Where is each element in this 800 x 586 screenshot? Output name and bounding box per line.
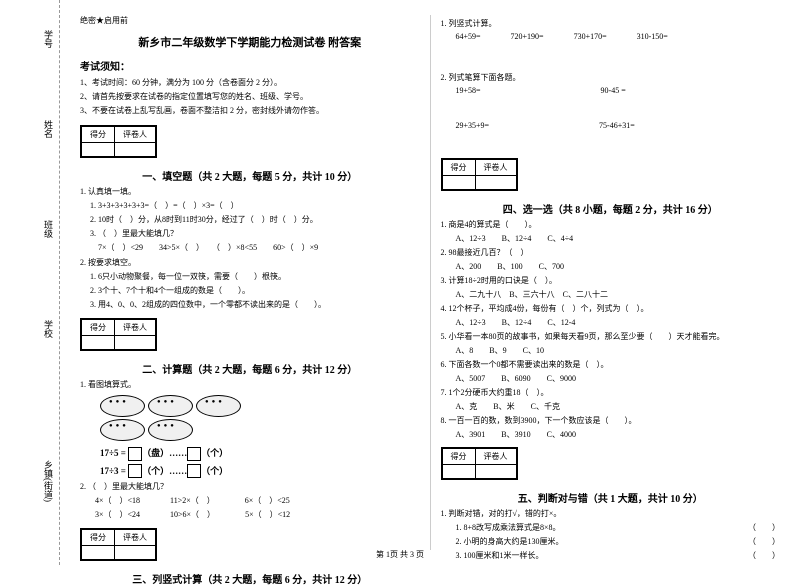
question: 7. 1个2分硬币大约重18（ ）。	[441, 387, 781, 398]
notice-heading: 考试须知：	[80, 58, 420, 73]
section-title: 三、列竖式计算（共 2 大题，每题 6 分，共计 12 分）	[80, 571, 420, 586]
notice-item: 1、考试时间：60 分钟，满分为 100 分（含卷面分 2 分）。	[80, 77, 420, 88]
section-title: 二、计算题（共 2 大题，每题 6 分，共计 12 分）	[80, 361, 420, 376]
options: A、3901 B、3910 C、4000	[456, 429, 781, 440]
score-box: 得分 评卷人	[441, 447, 518, 480]
binding-margin: 学号 姓名 班级 学校 乡镇(街道)	[0, 0, 60, 565]
question: 2. 列式笔算下面各题。	[441, 72, 781, 83]
notice-item: 2、请首先按要求在试卷的指定位置填写您的姓名、班级、学号。	[80, 91, 420, 102]
question-item: 2. 3个十、7个十和4个一组成的数是（ ）。	[90, 285, 420, 297]
secret-marker: 绝密★启用前	[80, 15, 420, 26]
question: 1. 列竖式计算。	[441, 18, 781, 29]
equation: 17÷5 = （盘）……（个）	[100, 446, 420, 461]
question: 1. 判断对错，对的打√，错的打×。	[441, 508, 781, 519]
question: 4. 12个杯子，平均成4份，每份有（ ）个，列式为（ ）。	[441, 303, 781, 314]
options: A、5007 B、6090 C、9000	[456, 373, 781, 384]
options: A、12÷3 B、12÷4 C、12-4	[456, 317, 781, 328]
notice-item: 3、不要在试卷上乱写乱画，卷面不整洁扣 2 分，密封线外请勿作答。	[80, 105, 420, 116]
main-content: 绝密★启用前 新乡市二年级数学下学期能力检测试卷 附答案 考试须知： 1、考试时…	[60, 0, 800, 565]
question-item: 7×（ ）<29 34>5×（ ） （ ）×8<55 60>（ ）×9	[90, 242, 420, 254]
plate-diagram	[100, 395, 420, 441]
options: A、200 B、100 C、700	[456, 261, 781, 272]
grader-label: 评卷人	[115, 530, 156, 546]
options: A、12÷3 B、12÷4 C、4÷4	[456, 233, 781, 244]
options: A、二九十八 B、三六十八 C、二八十二	[456, 289, 781, 300]
question: 3. 计算18÷2时用的口诀是（ ）。	[441, 275, 781, 286]
score-box: 得分 评卷人	[441, 158, 518, 191]
section-title: 四、选一选（共 8 小题，每题 2 分，共计 16 分）	[441, 201, 781, 216]
question: 1. 认真填一填。	[80, 186, 420, 197]
section-title: 一、填空题（共 2 大题，每题 5 分，共计 10 分）	[80, 168, 420, 183]
calc-row: 3×（ ）<24 10>6×（ ） 5×（ ）<12	[95, 509, 420, 520]
margin-label: 学校	[42, 320, 55, 338]
margin-label: 乡镇(街道)	[42, 460, 55, 502]
question: 1. 看图填算式。	[80, 379, 420, 390]
score-label: 得分	[442, 160, 475, 176]
judge-item: 1. 8+8改写成乘法算式是8×8。（ ）	[456, 522, 781, 533]
question-item: 3. （ ）里最大能填几？	[90, 228, 420, 240]
calc-row: 19+58= 90-45 =	[456, 86, 781, 95]
question: 2. （ ）里最大能填几？	[80, 481, 420, 492]
score-box: 得分 评卷人	[80, 318, 157, 351]
calc-row: 64+59= 720+190= 730+170= 310-150=	[456, 32, 781, 41]
question-item: 3. 用4、0、0、2组成的四位数中，一个零都不读出来的是（ ）。	[90, 299, 420, 311]
score-label: 得分	[82, 530, 115, 546]
grader-label: 评卷人	[475, 449, 516, 465]
score-label: 得分	[82, 126, 115, 142]
question: 8. 一百一百的数，数到3900，下一个数应该是（ ）。	[441, 415, 781, 426]
options: A、8 B、9 C、10	[456, 345, 781, 356]
margin-label: 学号	[42, 30, 55, 48]
question: 1. 商是4的算式是（ ）。	[441, 219, 781, 230]
grader-label: 评卷人	[115, 126, 156, 142]
question: 2. 按要求填空。	[80, 257, 420, 268]
calc-row: 29+35+9= 75-46+31=	[456, 121, 781, 130]
judge-item: 2. 小明的身高大约是130厘米。（ ）	[456, 536, 781, 547]
question-item: 2. 10时（ ）分，从8时到11时30分，经过了（ ）时（ ）分。	[90, 214, 420, 226]
right-column: 1. 列竖式计算。 64+59= 720+190= 730+170= 310-1…	[431, 15, 791, 550]
equation: 17÷3 = （个）……（个）	[100, 464, 420, 479]
question: 2. 98最接近几百？（ ）	[441, 247, 781, 258]
calc-row: 4×（ ）<18 11>2×（ ） 6×（ ）<25	[95, 495, 420, 506]
grader-label: 评卷人	[115, 319, 156, 335]
margin-label: 姓名	[42, 120, 55, 138]
score-label: 得分	[82, 319, 115, 335]
left-column: 绝密★启用前 新乡市二年级数学下学期能力检测试卷 附答案 考试须知： 1、考试时…	[70, 15, 430, 550]
question: 5. 小华看一本80页的故事书，如果每天看9页，那么至少要（ ）天才能看完。	[441, 331, 781, 342]
score-label: 得分	[442, 449, 475, 465]
page-footer: 第 1页 共 3 页	[0, 549, 800, 560]
question: 6. 下面各数一个0都不需要读出来的数是（ ）。	[441, 359, 781, 370]
question-item: 1. 6只小动物聚餐，每一位一双筷，需要（ ）根筷。	[90, 271, 420, 283]
options: A、克 B、米 C、千克	[456, 401, 781, 412]
score-box: 得分 评卷人	[80, 125, 157, 158]
exam-title: 新乡市二年级数学下学期能力检测试卷 附答案	[80, 34, 420, 50]
margin-label: 班级	[42, 220, 55, 238]
section-title: 五、判断对与错（共 1 大题，共计 10 分）	[441, 490, 781, 505]
question-item: 1. 3+3+3+3+3+3=（ ）=（ ）×3=（ ）	[90, 200, 420, 212]
grader-label: 评卷人	[475, 160, 516, 176]
